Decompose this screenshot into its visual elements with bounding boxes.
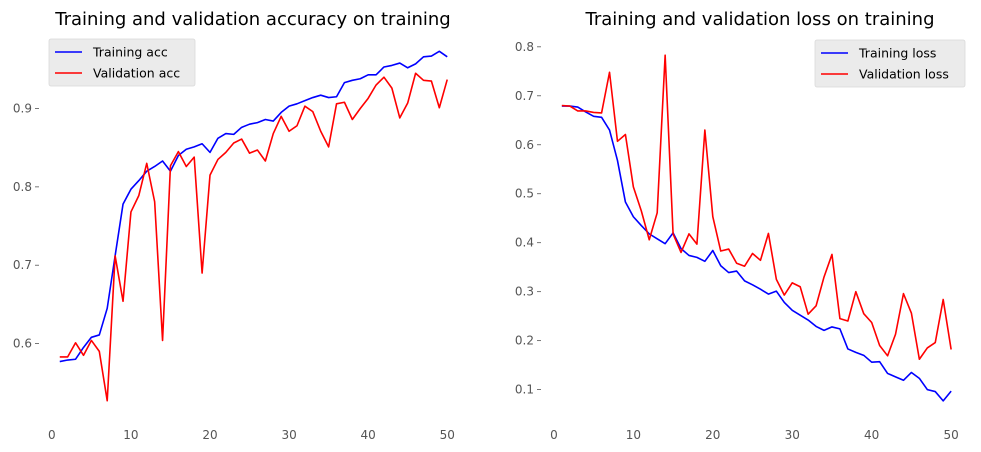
y-tick-label: 0.6	[515, 138, 534, 152]
y-tick-label: 0.7	[515, 89, 534, 103]
y-tick-label: 0.5	[515, 187, 534, 201]
x-tick-label: 0	[48, 428, 56, 442]
x-tick-label: 40	[361, 428, 376, 442]
x-tick-label: 40	[864, 428, 879, 442]
y-tick-label: 0.6	[13, 337, 32, 351]
legend-label: Training acc	[92, 45, 168, 60]
chart-title: Training and validation loss on training	[584, 9, 934, 30]
legend-label: Validation loss	[859, 67, 949, 82]
x-tick-label: 50	[440, 428, 455, 442]
y-tick-label: 0.8	[13, 180, 32, 194]
series-lines	[561, 54, 952, 402]
x-axis-ticks: 0 10 20 30 40 50	[550, 428, 959, 442]
legend: Training acc Validation acc	[48, 38, 196, 87]
y-tick-label: 0.3	[515, 285, 534, 299]
series-lines	[59, 50, 449, 402]
legend-label: Training loss	[858, 46, 936, 61]
loss-chart: Training and validation loss on training…	[515, 9, 966, 442]
x-tick-label: 30	[785, 428, 800, 442]
x-tick-label: 20	[705, 428, 720, 442]
x-tick-label: 30	[281, 428, 296, 442]
x-tick-label: 0	[550, 428, 558, 442]
y-tick-label: 0.8	[515, 40, 534, 54]
x-tick-label: 10	[123, 428, 138, 442]
y-tick-label: 0.9	[13, 102, 32, 116]
y-axis-ticks: 0.6 0.7 0.8 0.9	[13, 102, 39, 351]
x-tick-label: 50	[943, 428, 958, 442]
series-line-validation-loss	[561, 54, 952, 361]
series-line-validation-acc	[59, 72, 449, 402]
accuracy-chart: Training and validation accuracy on trai…	[13, 9, 455, 442]
legend-label: Validation acc	[93, 66, 180, 81]
y-axis-ticks: 0.1 0.2 0.3 0.4 0.5 0.6 0.7 0.8	[515, 40, 541, 397]
series-line-training-acc	[59, 50, 448, 363]
y-tick-label: 0.4	[515, 236, 534, 250]
x-tick-label: 10	[626, 428, 641, 442]
legend-box	[814, 39, 966, 88]
y-tick-label: 0.7	[13, 258, 32, 272]
x-tick-label: 20	[202, 428, 217, 442]
y-tick-label: 0.1	[515, 383, 534, 397]
x-axis-ticks: 0 10 20 30 40 50	[48, 428, 455, 442]
chart-title: Training and validation accuracy on trai…	[54, 9, 450, 30]
series-line-training-loss	[561, 105, 952, 402]
legend: Training loss Validation loss	[814, 39, 966, 88]
y-tick-label: 0.2	[515, 334, 534, 348]
legend-box	[48, 38, 196, 87]
